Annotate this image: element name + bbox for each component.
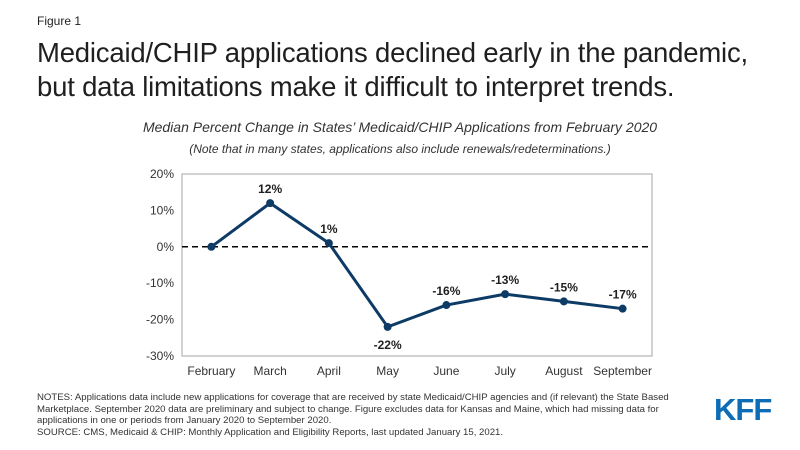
- y-tick-label: 10%: [150, 203, 174, 217]
- x-tick-label: September: [593, 364, 652, 378]
- y-tick-label: 20%: [150, 167, 174, 181]
- data-label: 1%: [320, 222, 338, 236]
- data-label: -17%: [609, 288, 637, 302]
- data-label: -13%: [491, 273, 519, 287]
- data-point: [501, 290, 510, 299]
- data-label: 12%: [258, 182, 282, 196]
- kff-logo: KFF: [714, 392, 772, 427]
- figure-label: Figure 1: [37, 14, 82, 28]
- data-point: [266, 199, 275, 208]
- y-tick-label: 0%: [157, 240, 175, 254]
- data-point: [207, 242, 216, 251]
- x-tick-label: June: [433, 364, 459, 378]
- chart-subtitle: (Note that in many states, applications …: [189, 142, 611, 156]
- data-point: [559, 297, 568, 306]
- data-point: [383, 322, 392, 331]
- data-label: -16%: [432, 284, 460, 298]
- y-tick-label: -20%: [146, 313, 174, 327]
- data-label: -15%: [550, 280, 578, 294]
- plot-area-border: [181, 173, 653, 357]
- y-tick-label: -30%: [146, 349, 174, 363]
- x-tick-label: February: [187, 364, 235, 378]
- data-point: [442, 301, 451, 310]
- notes-text: NOTES: Applications data include new app…: [37, 392, 669, 427]
- x-tick-label: July: [494, 364, 515, 378]
- y-tick-label: -10%: [146, 276, 174, 290]
- x-tick-label: March: [253, 364, 286, 378]
- chart-title: Median Percent Change in States’ Medicai…: [142, 119, 658, 135]
- series-line: [210, 201, 623, 329]
- chart-notes: NOTES: Applications data include new app…: [37, 392, 697, 438]
- data-point: [324, 239, 333, 248]
- x-tick-label: April: [317, 364, 341, 378]
- x-tick-label: August: [545, 364, 583, 378]
- page-title: Medicaid/CHIP applications declined earl…: [37, 37, 748, 102]
- x-tick-label: May: [376, 364, 399, 378]
- source-text: SOURCE: CMS, Medicaid & CHIP: Monthly Ap…: [37, 426, 504, 438]
- data-label: -22%: [374, 338, 402, 352]
- data-point: [618, 304, 627, 313]
